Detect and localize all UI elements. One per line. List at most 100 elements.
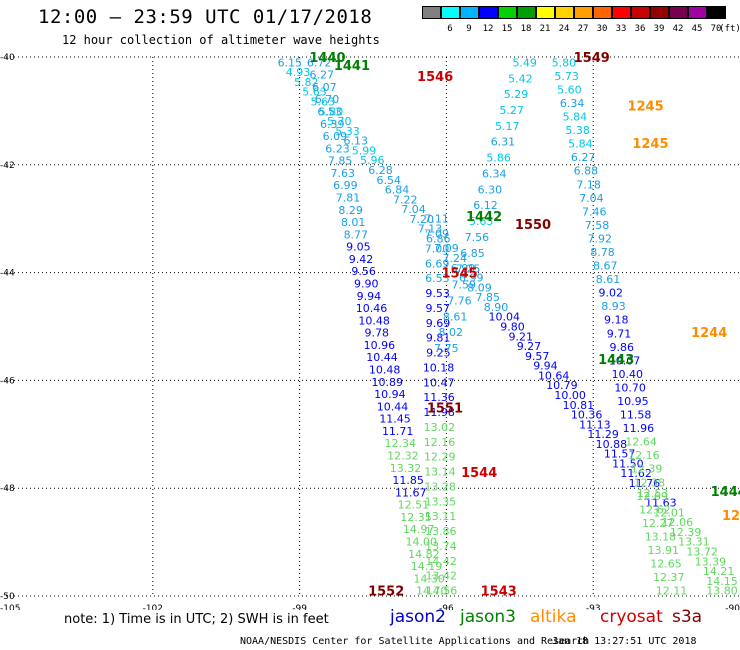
pass-number-label: 1550 [515, 218, 551, 233]
lon-tick-label: -102 [143, 604, 163, 610]
color-swatch [460, 6, 479, 19]
wave-height-value: 5.84 [568, 138, 593, 151]
wave-height-value: 13.39 [695, 555, 727, 568]
wave-height-value: 8.67 [593, 260, 618, 273]
pass-number-label: 1444 [711, 485, 740, 500]
color-swatch [650, 6, 669, 19]
wave-height-value: 12.38 [634, 476, 666, 489]
wave-height-value: 12.53 [637, 487, 669, 500]
color-bin-label: 33 [615, 24, 627, 34]
lon-tick-label: -99 [292, 604, 307, 610]
color-swatch [479, 6, 498, 19]
satellite-cryosat: cryosat [600, 607, 663, 627]
wave-height-value: 13.18 [645, 530, 677, 543]
pass-number-label: 1245 [627, 100, 663, 115]
wave-height-value: 13.14 [424, 466, 456, 479]
wave-height-value: 5.38 [565, 124, 590, 137]
wave-height-value: 5.63 [302, 86, 327, 99]
wave-height-value: 8.77 [344, 228, 369, 241]
wave-height-value: 6.53 [425, 272, 450, 285]
color-bin-label: 42 [672, 24, 684, 34]
wave-height-value: 10.44 [366, 351, 398, 364]
wave-height-value: 13.42 [426, 570, 458, 583]
generation-timestamp: Jan 18 13:27:51 UTC 2018 [552, 636, 697, 647]
wave-height-value: 8.78 [590, 246, 615, 259]
wave-height-value: 6.99 [333, 179, 358, 192]
wave-height-value: 4.93 [286, 66, 311, 79]
satellite-altika: altika [530, 607, 577, 627]
wave-height-value: 6.13 [344, 135, 369, 148]
pass-number-label: 1245 [632, 137, 668, 152]
wave-height-value: 8.93 [601, 300, 626, 313]
wave-height-value: 8.01 [341, 216, 366, 229]
wave-height-value: 5.96 [360, 154, 385, 167]
wave-height-value: 10.47 [423, 376, 455, 389]
altimeter-tracks: 6.154.935.825.635.635.805.705.336.135.99… [278, 56, 738, 597]
wave-height-value: 6.84 [385, 184, 410, 197]
wave-height-value: 6.53 [317, 106, 342, 119]
color-swatch [441, 6, 460, 19]
wave-height-value: 10.48 [369, 363, 401, 376]
wave-height-value: 6.88 [574, 165, 599, 178]
wave-height-value: 9.86 [610, 341, 635, 354]
wave-height-value: 6.30 [478, 183, 503, 196]
wave-height-value: 8.29 [338, 204, 363, 217]
wave-height-value: 12.62 [639, 503, 671, 516]
footer-note: note: 1) Time is in UTC; 2) SWH is in fe… [64, 612, 329, 627]
axis-ticks: -105 -102 -99 -96 -93 -90 -40 -42 -44 -46 -48 -50 [0, 53, 740, 610]
wave-height-value: 10.70 [614, 381, 646, 394]
wave-height-value: 9.80 [500, 321, 525, 334]
wave-height-value: 5.27 [499, 104, 524, 117]
lon-tick-label: -96 [439, 604, 454, 610]
wave-height-value: 6.15 [278, 56, 303, 69]
wave-height-value: 10.00 [554, 389, 586, 402]
wave-height-value: 8.02 [438, 326, 463, 339]
pass-number-label: 1545 [442, 267, 478, 282]
wave-height-value: 10.96 [364, 339, 396, 352]
wave-height-value: 11.50 [612, 457, 644, 470]
wave-height-value: 9.57 [525, 350, 550, 363]
wave-height-value: 12.69 [636, 490, 668, 503]
wave-height-map: -105 -102 -99 -96 -93 -90 -40 -42 -44 -46 -48 -50 6… [0, 51, 740, 610]
wave-height-value: 12.29 [424, 451, 456, 464]
wave-height-value: 13.31 [678, 536, 710, 549]
wave-height-value: 9.25 [426, 347, 451, 360]
wave-height-value: 7.22 [393, 193, 418, 206]
wave-height-value: 7.81 [336, 192, 361, 205]
wave-height-value: 12.39 [631, 463, 663, 476]
wave-height-value: 7.46 [582, 205, 607, 218]
wave-height-value: 8.09 [467, 281, 492, 294]
wave-height-value: 5.80 [552, 56, 577, 69]
wave-height-value: 7.76 [447, 294, 472, 307]
wave-height-value: 11.76 [629, 477, 661, 490]
color-swatch [631, 6, 650, 19]
lat-tick-label: -42 [0, 161, 15, 171]
color-bin-label: 27 [577, 24, 589, 34]
wave-height-value: 5.60 [557, 83, 582, 96]
wave-height-value: 9.02 [599, 287, 624, 300]
wave-height-value: 11.13 [579, 418, 611, 431]
wave-height-value: 6.70 [315, 93, 340, 106]
wave-height-value: 6.72 [307, 56, 332, 69]
wave-height-value: 6.27 [310, 69, 335, 82]
wave-height-value: 13.91 [647, 544, 679, 557]
color-swatch [422, 6, 441, 19]
wave-height-value: 11.29 [587, 428, 619, 441]
wave-height-value: 7.13 [418, 223, 443, 236]
pass-number-label: 1244 [691, 326, 727, 341]
wave-height-value: 5.65 [469, 215, 494, 228]
wave-height-value: 10.81 [563, 399, 595, 412]
wave-height-value: 6.31 [491, 136, 516, 149]
wave-height-value: 6.86 [426, 232, 451, 245]
wave-height-value: 13.86 [425, 525, 457, 538]
track-d: 5.49 5.42 5.29 5.27 5.17 6.31 5.86 6.34 6.30 6.12… [434, 56, 537, 355]
lat-tick-label: -40 [0, 53, 15, 63]
wave-height-value: 10.89 [371, 376, 403, 389]
wave-height-value: 6.07 [312, 81, 337, 94]
wave-height-value: 11.96 [623, 422, 655, 435]
wave-height-value: 14.30 [413, 572, 445, 585]
lat-tick-label: -50 [0, 592, 15, 602]
color-bin-label: 21 [539, 24, 551, 34]
wave-height-value: 12.11 [656, 585, 688, 598]
color-swatch [669, 6, 688, 19]
